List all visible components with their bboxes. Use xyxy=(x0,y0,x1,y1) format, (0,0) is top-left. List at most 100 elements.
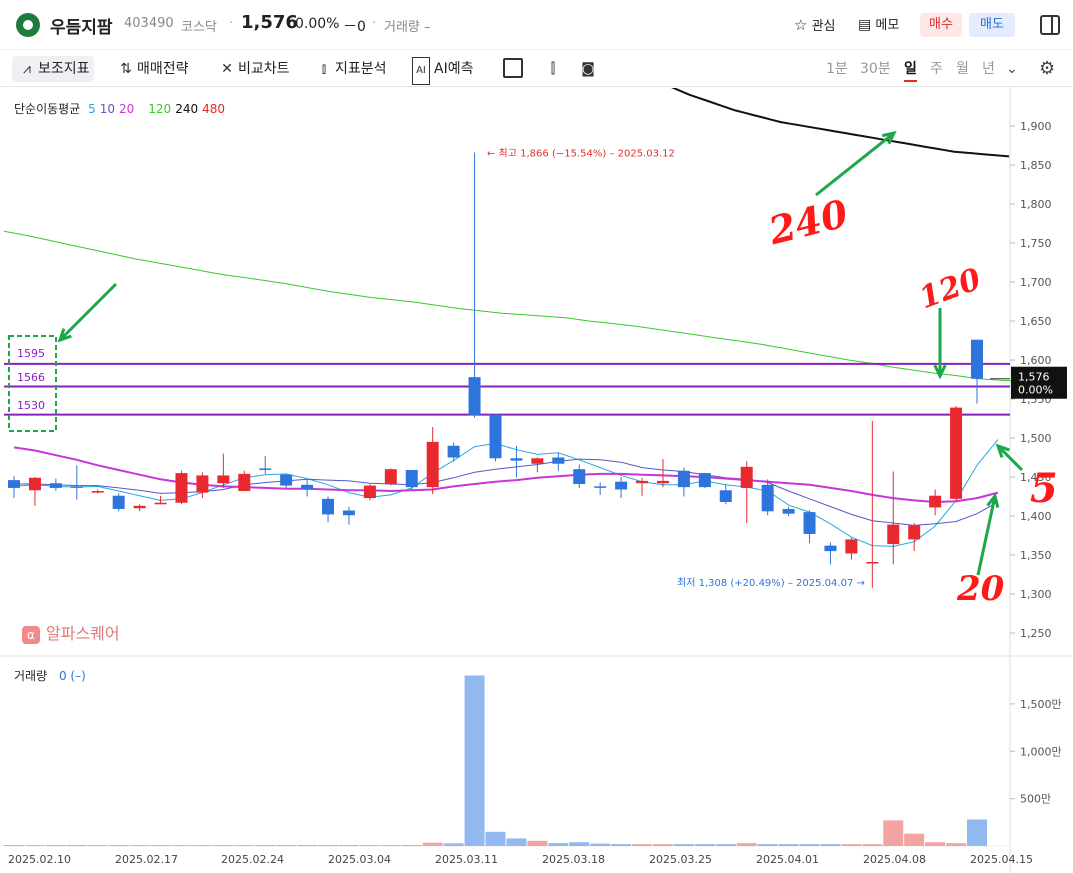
volume-bar xyxy=(129,845,150,846)
memo-button[interactable]: ▤ 메모 xyxy=(858,13,899,37)
y-tick-label: 1,300 xyxy=(1020,588,1052,601)
candle-body xyxy=(217,475,230,484)
candle-body xyxy=(594,486,607,488)
ma-legend-20: 20 xyxy=(119,102,135,116)
x-tick-label: 2025.03.11 xyxy=(435,853,498,866)
buy-button[interactable]: 매수 xyxy=(920,13,962,37)
strategy-button[interactable]: ⇅ 매매전략 xyxy=(115,56,188,82)
period-dropdown-icon[interactable]: ⌄ xyxy=(1006,61,1018,77)
period-2[interactable]: 일 xyxy=(904,56,917,82)
volume-bar xyxy=(736,843,757,846)
watch-label: 관심 xyxy=(811,19,836,34)
separator: · xyxy=(372,16,377,31)
alpha-logo-icon: α xyxy=(22,625,40,644)
candle-body xyxy=(510,458,523,461)
volume-bar xyxy=(234,845,255,846)
volume-bar xyxy=(297,845,318,846)
period-4[interactable]: 월 xyxy=(956,61,969,77)
candle-body xyxy=(656,480,669,484)
ma-line-10 xyxy=(14,458,999,526)
volume-label: 거래량 – xyxy=(384,20,431,35)
period-3[interactable]: 주 xyxy=(930,61,943,77)
volume-bar xyxy=(485,831,506,846)
ma-legend: 단순이동평균 5 10 20 120 240 480 xyxy=(14,100,225,117)
candle-body xyxy=(8,480,20,488)
compare-label: 비교차트 xyxy=(238,61,290,77)
watch-button[interactable]: ☆ 관심 xyxy=(794,13,836,37)
candle-body xyxy=(866,562,879,564)
volume-bar xyxy=(171,845,192,846)
memo-icon: ▤ xyxy=(858,17,872,33)
candle-body xyxy=(908,525,921,540)
volume-bar xyxy=(422,842,443,846)
candle-body xyxy=(950,407,963,499)
candle-body xyxy=(447,445,460,458)
ma-legend-5: 5 xyxy=(88,102,96,116)
period-0[interactable]: 1분 xyxy=(826,61,848,77)
volume-bar xyxy=(569,842,590,846)
stock-name: 우듬지팜 xyxy=(50,18,113,38)
volume-bar xyxy=(108,845,129,846)
candle-body xyxy=(154,502,167,505)
arrow-box-head xyxy=(57,328,72,343)
screenshot-button[interactable]: ◙ xyxy=(577,56,599,82)
candle-body xyxy=(259,468,272,470)
layout-panel-icon[interactable] xyxy=(1040,15,1060,35)
candlestick-icon: ⫿ xyxy=(550,61,556,77)
arrow-120-head xyxy=(933,364,947,380)
volume-bar xyxy=(443,843,464,846)
y-tick-label: 1,600 xyxy=(1020,354,1052,367)
candle-body xyxy=(803,512,816,534)
volume-tick-label: 1,000만 xyxy=(1020,745,1062,758)
x-tick-label: 2025.04.01 xyxy=(756,853,819,866)
updown-arrows-icon: ⇅ xyxy=(120,61,132,77)
ma-legend-240: 240 xyxy=(175,102,199,116)
ma-legend-120: 120 xyxy=(148,102,172,116)
candle-type-button[interactable]: ⫿ xyxy=(542,56,564,82)
volume-bar xyxy=(276,845,297,846)
analysis-button[interactable]: ⫾ 지표분석 xyxy=(313,56,387,82)
toolbar: ⩘ 보조지표 ⇅ 매매전략 ✕ 비교차트 ⫾ 지표분석 AI AI예측 ⫿ ◙ 1분 30분… xyxy=(0,50,1073,87)
x-tick-label: 2025.03.04 xyxy=(328,853,391,866)
volume-bar xyxy=(820,844,841,846)
memo-label: 메모 xyxy=(875,18,900,33)
ai-predict-button[interactable]: AI AI예측 xyxy=(412,56,473,85)
volume-bar xyxy=(506,838,527,846)
current-price-change: 0.00% xyxy=(1018,384,1053,397)
volume-bar xyxy=(255,845,276,846)
volume-bar xyxy=(590,843,611,846)
price-chart[interactable]: 1,2501,3001,3501,4001,4501,5001,5501,600… xyxy=(0,87,1073,873)
volume-tick-label: 500만 xyxy=(1020,793,1051,806)
y-tick-label: 1,400 xyxy=(1020,510,1052,523)
candle-body xyxy=(301,484,314,490)
volume-bar xyxy=(66,845,87,846)
current-price-value: 1,576 xyxy=(1018,371,1050,384)
candle-body xyxy=(740,466,753,488)
candle-body xyxy=(719,490,732,502)
sell-button[interactable]: 매도 xyxy=(969,13,1015,37)
y-tick-label: 1,850 xyxy=(1020,159,1052,172)
period-1[interactable]: 30분 xyxy=(860,61,891,77)
volume-legend: 거래량 0 (–) xyxy=(14,667,86,684)
low-annotation: 최저 1,308 (+20.49%) – 2025.04.07 → xyxy=(677,577,865,589)
gear-icon[interactable]: ⚙ xyxy=(1039,58,1056,79)
y-tick-label: 1,900 xyxy=(1020,120,1052,133)
candle-body xyxy=(322,498,335,515)
candle-body xyxy=(615,481,628,490)
candle-body xyxy=(70,486,83,488)
arrow-240 xyxy=(815,131,895,197)
indicator-button[interactable]: ⩘ 보조지표 xyxy=(12,56,94,82)
candle-body xyxy=(845,539,858,554)
candle-body xyxy=(782,508,795,514)
x-tick-label: 2025.02.10 xyxy=(8,853,71,866)
separator: · xyxy=(229,16,234,31)
handwritten-240: 240 xyxy=(763,190,852,253)
candles-search-icon: ⫾ xyxy=(321,61,327,77)
level-label: 1566 xyxy=(17,371,45,384)
handwritten-120: 120 xyxy=(915,262,986,316)
compare-button[interactable]: ✕ 비교차트 xyxy=(216,56,290,82)
handwritten-20: 20 xyxy=(956,569,1005,609)
volume-bar xyxy=(841,844,862,846)
square-draw-icon[interactable] xyxy=(503,58,523,78)
period-5[interactable]: 년 xyxy=(982,61,995,77)
